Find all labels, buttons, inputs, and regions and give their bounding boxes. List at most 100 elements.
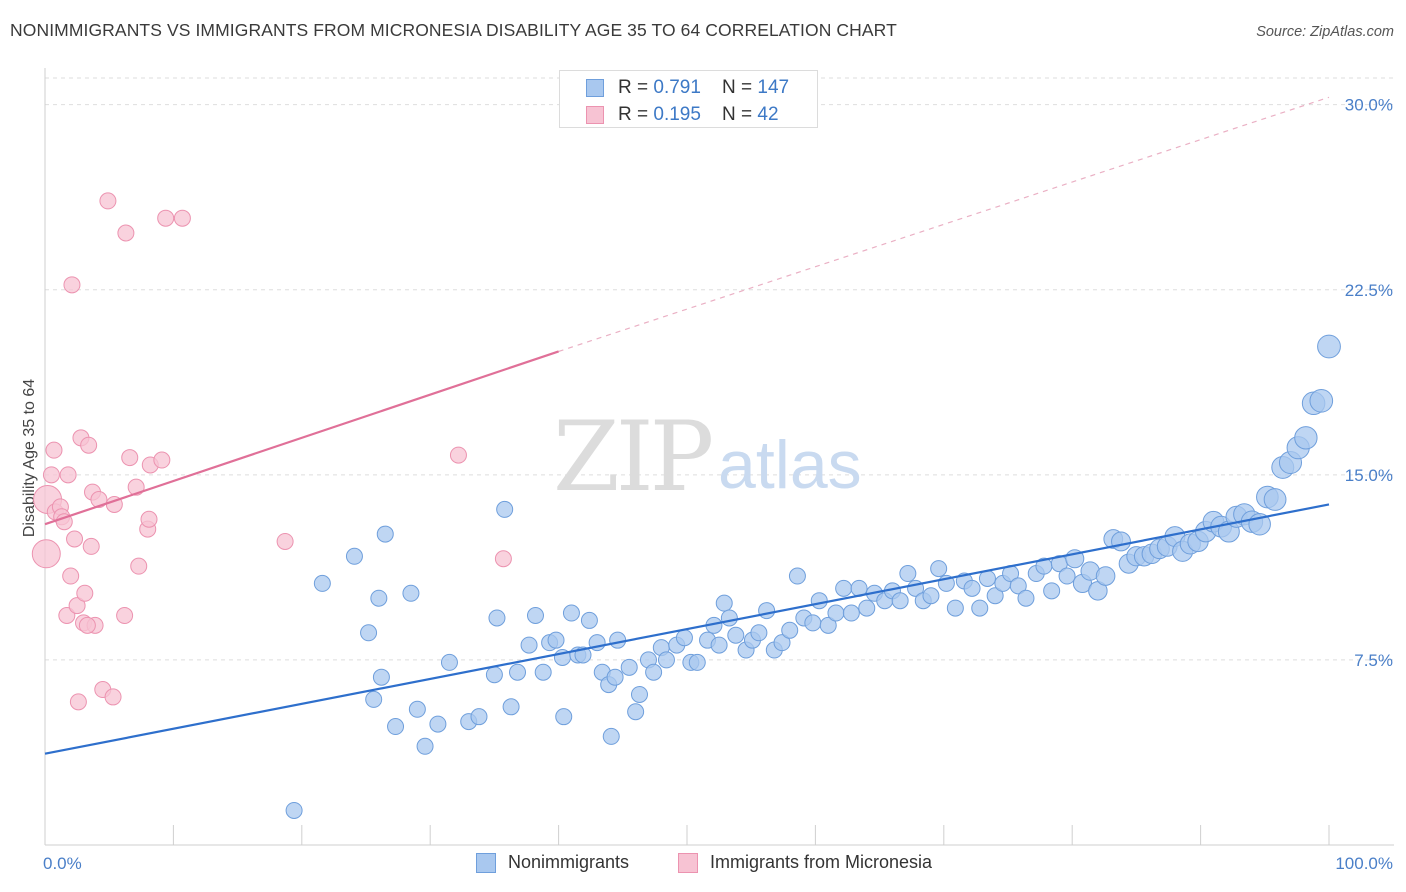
nonimmigrant-point (620, 658, 638, 676)
nonimmigrant-point (758, 602, 776, 620)
nonimmigrant-point (470, 708, 488, 726)
nonimmigrant-point (930, 560, 948, 578)
bottom-legend-label-2: Immigrants from Micronesia (710, 852, 933, 872)
micronesia-point (68, 597, 86, 615)
n-value-1: 147 (757, 77, 790, 98)
micronesia-point (80, 436, 98, 454)
n-label-2: N = (722, 104, 758, 125)
nonimmigrant-point (810, 592, 828, 610)
nonimmigrant-point (688, 653, 706, 671)
nonimmigrant-trend-line (44, 503, 1330, 755)
micronesia-point (153, 451, 171, 469)
micronesia-trend-extension (558, 96, 1330, 353)
micronesia-point (78, 616, 96, 634)
nonimmigrant-point (534, 663, 552, 681)
nonimmigrant-point (1043, 582, 1061, 600)
micronesia-point (63, 276, 81, 294)
micronesia-point (76, 584, 94, 602)
x-tick-label: 0.0% (43, 854, 82, 873)
nonimmigrant-point (509, 663, 527, 681)
micronesia-point (276, 532, 294, 550)
micronesia-point (45, 441, 63, 459)
nonimmigrant-point (657, 651, 675, 669)
nonimmigrant-point (1111, 531, 1131, 552)
nonimmigrant-point (835, 579, 853, 597)
stats-legend: R = 0.791 N = 147 R = 0.195 N = 42 (559, 70, 818, 128)
nonimmigrant-point (750, 624, 768, 642)
n-label-1: N = (722, 77, 758, 98)
nonimmigrant-point (496, 500, 514, 518)
micronesia-trend-line (44, 350, 559, 526)
y-tick-label: 15.0% (1345, 466, 1393, 485)
watermark-zip: ZIP (553, 401, 712, 513)
nonimmigrant-point (372, 668, 390, 686)
micronesia-point (58, 607, 76, 624)
micronesia-point (66, 530, 84, 548)
y-tick-label: 7.5% (1354, 651, 1393, 670)
nonimmigrant-point (645, 663, 663, 681)
nonimmigrant-point (1309, 388, 1334, 413)
nonimmigrant-point (891, 592, 909, 610)
nonimmigrant-point (946, 599, 964, 617)
legend-swatch-pink (586, 106, 604, 124)
nonimmigrant-point (365, 690, 383, 708)
micronesia-point (82, 537, 100, 555)
r-value-2: 0.195 (653, 104, 701, 125)
micronesia-point (59, 466, 77, 484)
micronesia-point (42, 466, 60, 484)
micronesia-point (130, 557, 148, 575)
micronesia-point (99, 192, 117, 210)
bottom-swatch-blue (476, 853, 496, 873)
y-tick-label: 22.5% (1345, 281, 1393, 300)
micronesia-point (173, 209, 191, 227)
micronesia-point (140, 510, 158, 528)
nonimmigrant-point (606, 668, 624, 686)
nonimmigrant-point (402, 584, 420, 602)
bottom-swatch-pink (678, 853, 698, 873)
nonimmigrant-point (773, 634, 791, 652)
nonimmigrant-point (562, 604, 580, 622)
legend-text-1: R = 0.791 N = 147 (618, 77, 789, 99)
nonimmigrant-point (488, 609, 506, 627)
r-label-1: R = (618, 77, 654, 98)
micronesia-point (121, 449, 139, 467)
nonimmigrant-point (842, 604, 860, 622)
nonimmigrant-point (630, 685, 648, 703)
micronesia-point (494, 550, 512, 568)
micronesia-point (104, 688, 122, 706)
nonimmigrant-point (370, 589, 388, 607)
nonimmigrant-point (963, 579, 981, 597)
nonimmigrant-point (1095, 566, 1116, 586)
nonimmigrant-point (485, 666, 503, 684)
nonimmigrant-point (1017, 589, 1035, 607)
r-value-1: 0.791 (653, 77, 701, 98)
micronesia-point (90, 491, 108, 509)
nonimmigrant-point (609, 631, 627, 649)
nonimmigrant-point (502, 698, 520, 716)
nonimmigrant-point (827, 604, 845, 622)
micronesia-point (69, 693, 87, 711)
nonimmigrant-point (1317, 334, 1341, 359)
micronesia-point (157, 209, 175, 227)
nonimmigrant-point (520, 636, 538, 654)
nonimmigrant-point (788, 567, 806, 585)
nonimmigrant-point (1058, 567, 1076, 585)
watermark-atlas: atlas (718, 427, 862, 503)
nonimmigrant-point (345, 547, 363, 565)
source-label: Source: ZipAtlas.com (1256, 24, 1394, 40)
x-tick-label: 100.0% (1335, 854, 1393, 873)
n-value-2: 42 (757, 104, 779, 125)
legend-text-2: R = 0.195 N = 42 (618, 104, 779, 126)
micronesia-point (55, 513, 73, 531)
nonimmigrant-point (986, 587, 1004, 605)
nonimmigrant-point (1009, 577, 1027, 595)
nonimmigrant-point (313, 574, 331, 592)
r-label-2: R = (618, 104, 654, 125)
nonimmigrant-point (429, 715, 447, 733)
nonimmigrant-point (1263, 488, 1287, 511)
nonimmigrant-point (627, 703, 645, 721)
nonimmigrant-point (580, 611, 598, 629)
chart-title: NONIMMIGRANTS VS IMMIGRANTS FROM MICRONE… (10, 20, 897, 40)
nonimmigrant-point (858, 599, 876, 617)
nonimmigrant-point (547, 631, 565, 649)
